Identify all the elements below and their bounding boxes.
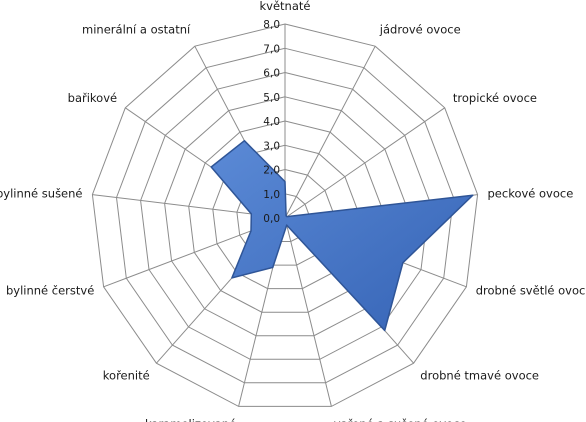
- category-label-1: jádrové ovoce: [379, 22, 461, 36]
- radial-tick-labels: 0,0 1,0 2,0 3,0 4,0 5,0 6,0 7,0 8,0: [263, 19, 280, 225]
- grid-ring: [115, 47, 455, 384]
- tick-label: 6,0: [263, 68, 280, 80]
- spoke-1: [284, 45, 376, 219]
- tick-label: 4,0: [263, 116, 280, 128]
- radar-grid: [91, 23, 479, 407]
- grid-ring: [140, 71, 430, 360]
- grid-ring: [164, 96, 406, 337]
- series-group: [210, 139, 474, 332]
- tick-label: 1,0: [263, 189, 280, 201]
- tick-label: 2,0: [263, 165, 280, 177]
- category-label-4: drobné světlé ovoce: [476, 283, 586, 297]
- tick-label: 7,0: [263, 43, 280, 55]
- spoke-2: [284, 107, 445, 219]
- category-label-7: karamelizované: [145, 417, 236, 422]
- spoke-6: [284, 217, 332, 407]
- category-label-6: vařené a sušené ovoce: [334, 417, 467, 422]
- category-label-0: květnaté: [260, 0, 311, 13]
- tick-label: 5,0: [263, 92, 280, 104]
- category-label-10: bylinné sušené: [0, 186, 83, 200]
- tick-label: 8,0: [263, 19, 280, 31]
- category-label-11: bařikové: [68, 91, 117, 105]
- category-label-3: peckové ovoce: [488, 186, 574, 200]
- grid-ring: [188, 120, 382, 313]
- category-label-9: bylinné čerstvé: [6, 283, 94, 297]
- category-label-8: kořenité: [103, 369, 150, 383]
- tick-label: 3,0: [263, 140, 280, 152]
- grid-ring: [91, 23, 479, 407]
- category-label-2: tropické ovoce: [453, 91, 537, 105]
- series-area-0: [210, 139, 474, 332]
- grid-ring: [212, 144, 358, 290]
- category-label-12: minerální a ostatní: [82, 22, 191, 36]
- category-label-5: drobné tmavé ovoce: [420, 369, 539, 383]
- tick-label: 0,0: [263, 213, 280, 225]
